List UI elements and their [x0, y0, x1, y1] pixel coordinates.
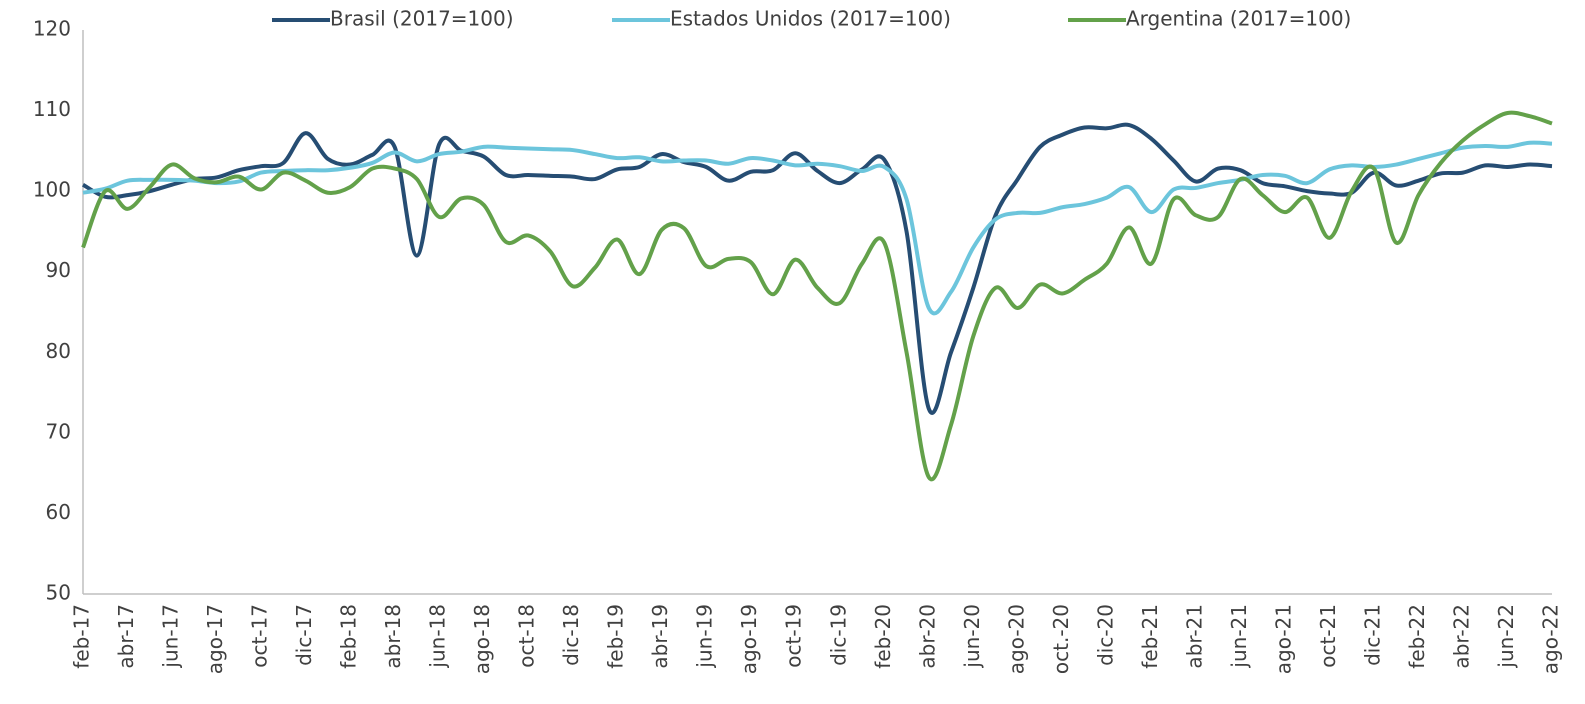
x-tick-label: feb-19 — [604, 604, 628, 669]
legend-label: Estados Unidos (2017=100) — [670, 7, 951, 31]
y-tick-label: 100 — [33, 178, 71, 202]
series-line — [81, 122, 1553, 415]
series-line — [81, 110, 1553, 482]
x-tick-label: abr-22 — [1449, 604, 1473, 669]
legend-label: Argentina (2017=100) — [1126, 7, 1351, 31]
y-tick-label: 110 — [33, 97, 71, 121]
legend-label: Brasil (2017=100) — [330, 7, 514, 31]
x-tick-label: dic-19 — [826, 604, 850, 666]
x-tick-label: abr-21 — [1182, 604, 1206, 669]
x-tick-label: feb-21 — [1138, 604, 1162, 669]
x-tick-label: ago-19 — [737, 604, 761, 674]
x-tick-label: oct.-20 — [1049, 604, 1073, 674]
x-tick-label: dic-17 — [292, 604, 316, 666]
x-tick-label: feb-22 — [1405, 604, 1429, 669]
x-tick-label: ago-20 — [1004, 604, 1028, 674]
x-tick-label: jun-19 — [693, 604, 717, 669]
y-tick-label: 80 — [46, 339, 71, 363]
x-tick-label: jun-20 — [960, 604, 984, 669]
y-tick-label: 50 — [46, 581, 71, 605]
x-tick-label: abr-17 — [114, 604, 138, 669]
x-tick-label: jun-18 — [426, 604, 450, 669]
x-tick-label: ago-17 — [203, 604, 227, 674]
x-tick-label: oct-17 — [248, 604, 272, 668]
x-tick-label: feb-17 — [70, 604, 94, 669]
x-tick-label: ago-22 — [1539, 604, 1563, 674]
y-tick-label: 70 — [46, 419, 71, 443]
y-tick-label: 90 — [46, 258, 71, 282]
x-tick-label: dic-20 — [1093, 604, 1117, 666]
x-tick-label: abr-18 — [381, 604, 405, 669]
x-tick-label: abr-19 — [648, 604, 672, 669]
x-tick-label: dic-18 — [559, 604, 583, 666]
y-tick-label: 120 — [33, 17, 71, 41]
x-tick-label: feb-18 — [337, 604, 361, 669]
x-tick-label: oct-18 — [515, 604, 539, 668]
x-tick-label: ago-18 — [470, 604, 494, 674]
x-tick-label: oct-21 — [1316, 604, 1340, 668]
series-line — [82, 140, 1553, 316]
y-tick-label: 60 — [46, 500, 71, 524]
x-tick-label: oct-19 — [782, 604, 806, 668]
x-tick-label: abr-20 — [915, 604, 939, 669]
x-tick-label: jun-17 — [159, 604, 183, 669]
x-tick-label: dic-21 — [1360, 604, 1384, 666]
x-tick-label: jun-22 — [1494, 604, 1518, 669]
x-tick-label: jun-21 — [1227, 604, 1251, 669]
x-tick-label: feb-20 — [871, 604, 895, 669]
x-tick-label: ago-21 — [1271, 604, 1295, 674]
